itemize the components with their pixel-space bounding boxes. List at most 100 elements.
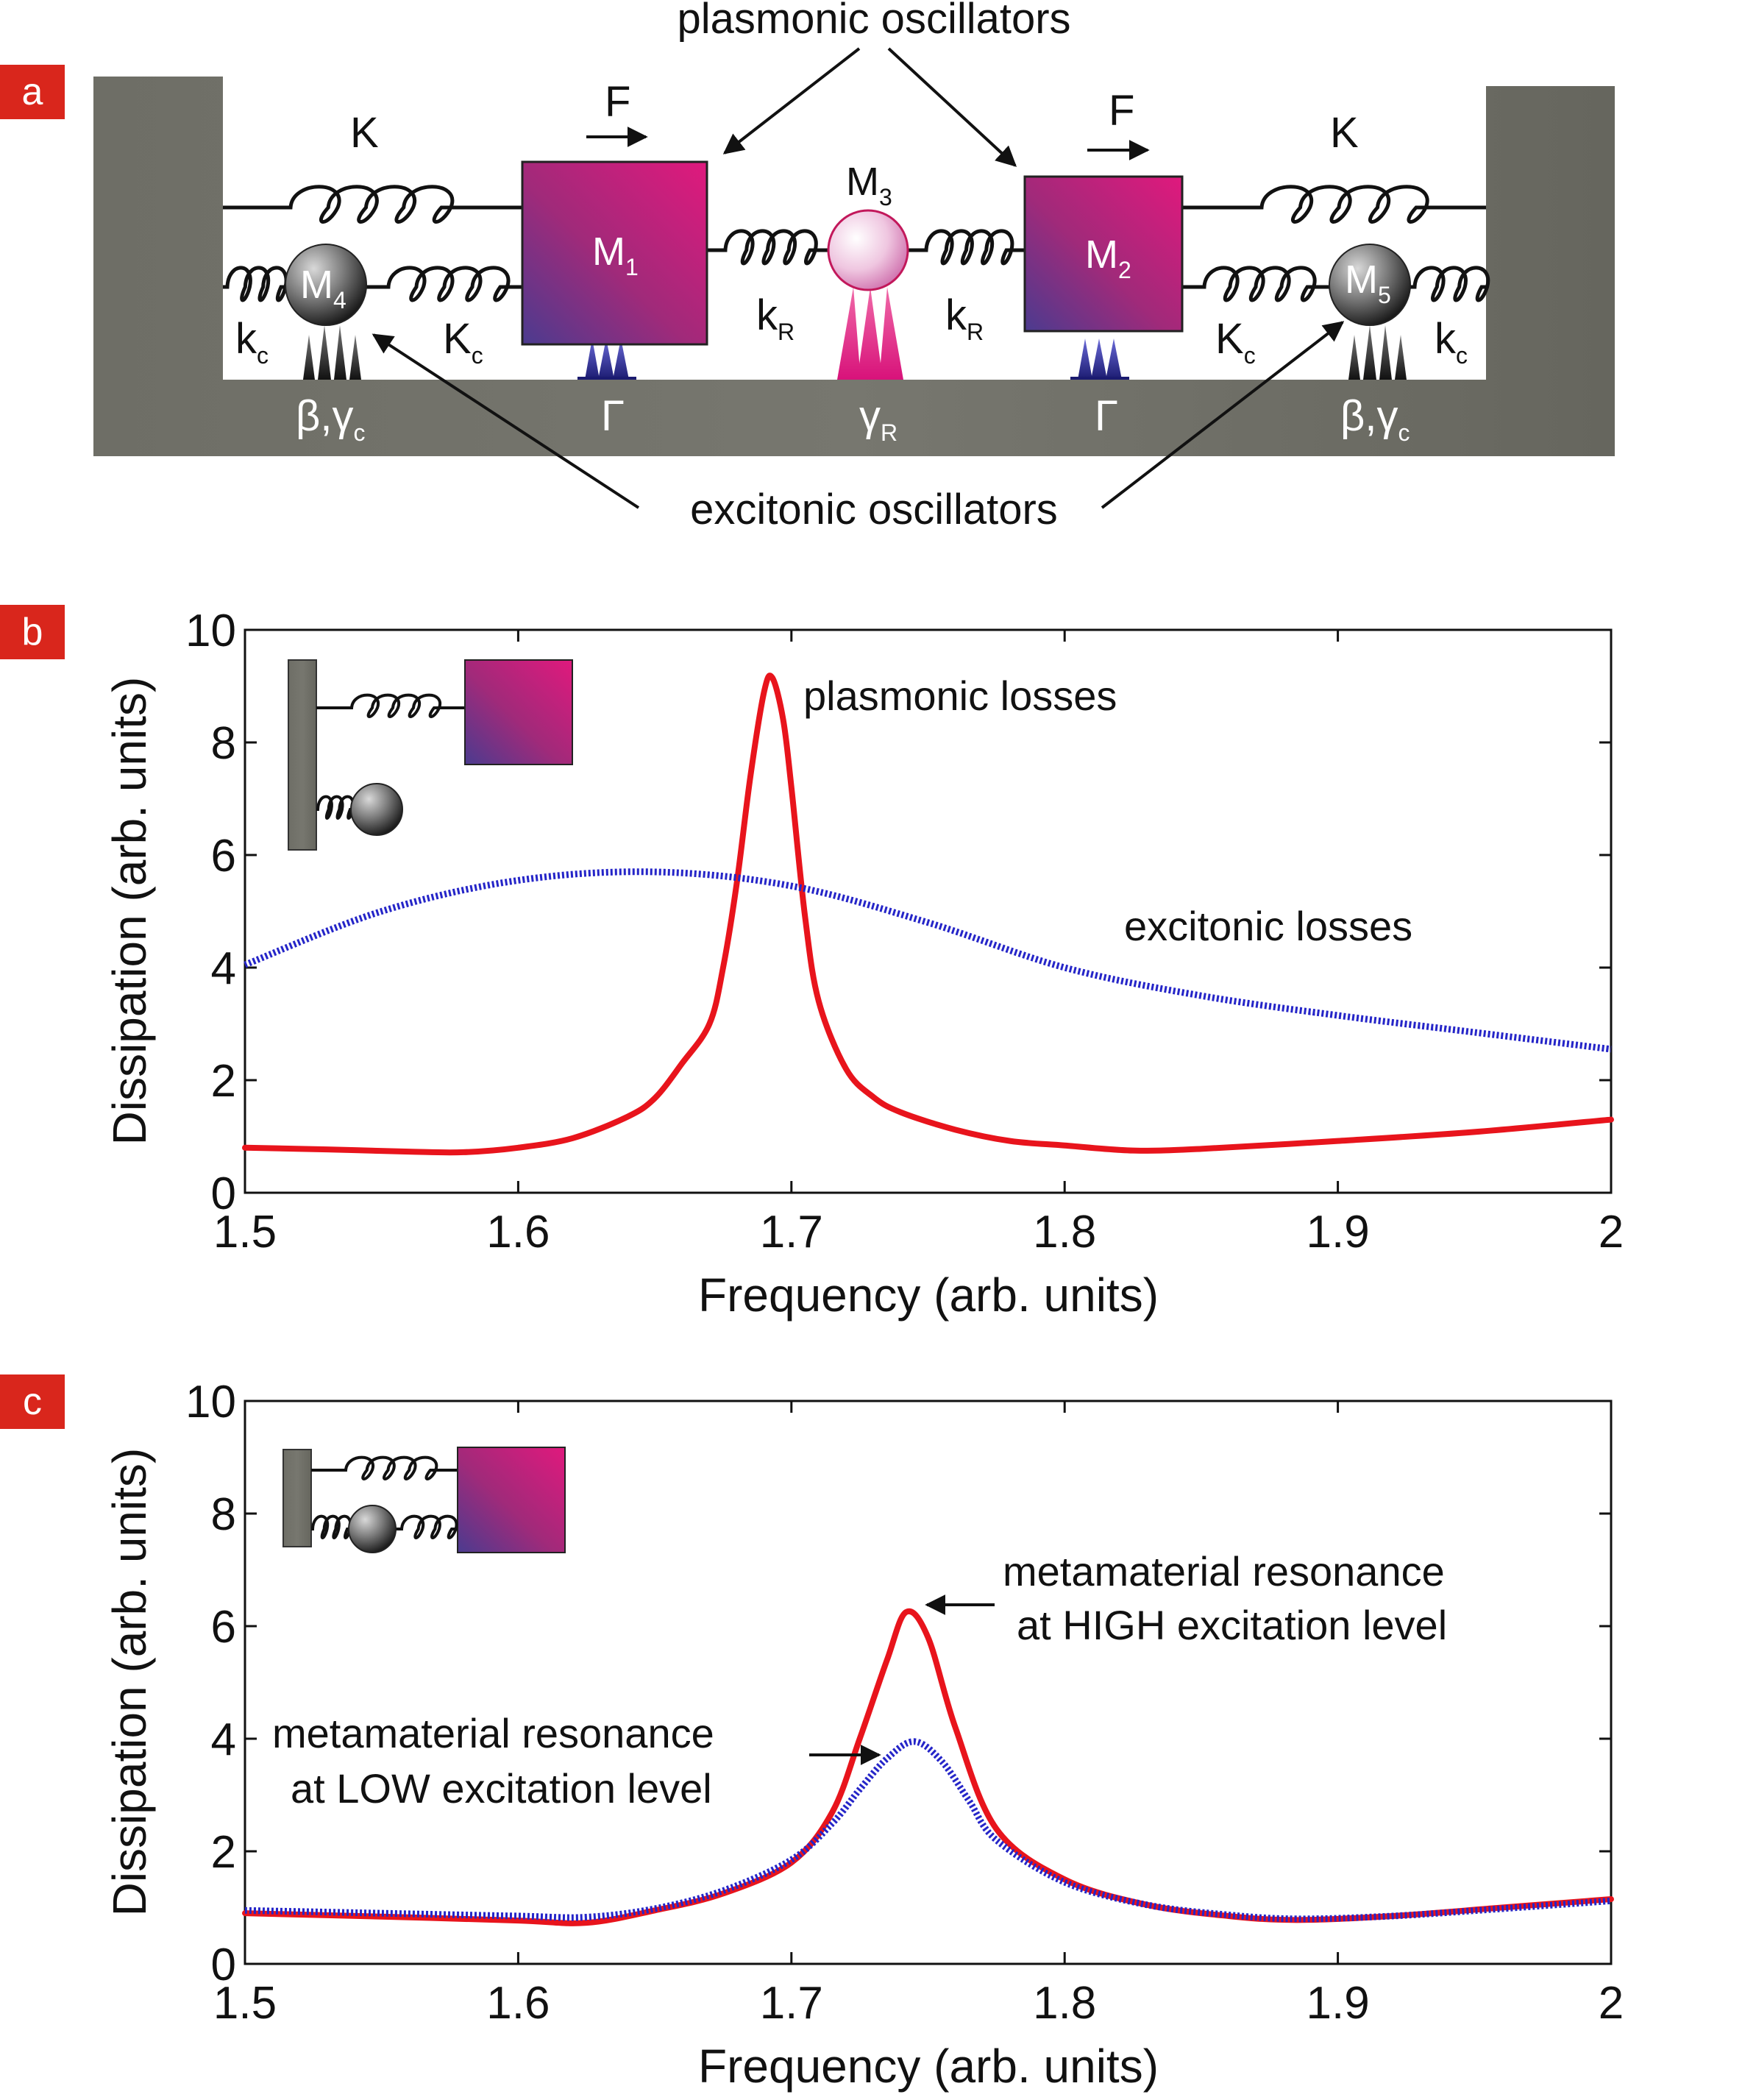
label-damp-m4: β,γc [296,392,365,446]
inset-b-mass [464,659,573,765]
plot-b-xtick-label: 1.5 [213,1207,277,1257]
plot-b-ticks: 1.5 1.6 1.7 1.8 1.9 2 0 2 4 6 8 10 [185,606,1624,1257]
force-label-m1: F [605,78,630,126]
plot-c-xtick-label: 1.5 [213,1978,277,2029]
plot-b-series-solid-0 [242,673,1614,1156]
label-damp-m3: γR [859,392,897,446]
forces: F F [605,78,1134,135]
plot-b-ytick-label: 4 [211,943,236,994]
mass-m2 [1023,175,1184,333]
inset-c-spring-top [311,1455,458,1480]
m2-label: M2 [1085,233,1131,283]
plot-b-inset [288,659,573,851]
label-kc-right: kc [1435,315,1468,369]
label-kR-left: kR [756,291,795,345]
plot-c-annot-low-1: metamaterial resonance [272,1710,714,1756]
inset-c-spring-bottom-right [396,1514,458,1539]
force-label-m2: F [1109,87,1134,135]
inset-c-ball [348,1505,397,1553]
plot-c-ytick-label: 4 [211,1714,236,1765]
plot-b-xtick-label: 1.8 [1033,1207,1096,1257]
plot-c-ytick-label: 8 [211,1489,236,1540]
plot-b-ytick-label: 10 [185,606,236,656]
label-damp-m5: β,γc [1340,392,1410,446]
m1-label: M1 [592,230,639,280]
plot-c-series-dotted-1 [244,1738,1612,1923]
mass-m4 [285,244,367,326]
plot-b-annot-plasmonic: plasmonic losses [803,673,1117,719]
plot-b-xtick-label: 1.9 [1306,1207,1369,1257]
arrow-to-m2 [887,47,1017,167]
label-excitonic-oscillators: excitonic oscillators [690,486,1058,533]
label-K-left: K [350,109,379,157]
arrow-to-m1 [722,47,861,155]
plot-b-series [242,673,1614,1156]
plot-b-frame [244,628,1613,1194]
label-plasmonic-oscillators: plasmonic oscillators [677,0,1070,43]
plot-c-series [242,1608,1614,1926]
mass-labels: M1 M2 M4 M5 [300,230,1391,313]
label-Kc-left: Kc [443,315,483,369]
m5-label: M5 [1345,258,1391,308]
plot-b-ytick-label: 0 [211,1168,236,1219]
label-damp-m1: Γ [601,392,625,440]
spring-Kc-left-inner [366,266,522,302]
damper-m3 [837,287,903,380]
inset-b-spring-bottom [316,795,355,820]
plot-c-ylabel: Dissipation (arb. units) [103,1448,156,1917]
spring-kc-right-outer [1410,266,1490,302]
spring-Kc-right-inner [1182,266,1329,302]
plot-c-xtick-label: 1.6 [486,1978,550,2029]
panel-b-tag: b [22,611,43,653]
mass-m1 [521,160,708,346]
damper-m2 [1070,338,1129,380]
label-kR-right: kR [945,291,984,345]
damper-labels: β,γc Γ γR Γ β,γc [296,392,1410,446]
damper-m4 [303,325,361,380]
spring-kR-left [707,229,828,266]
plot-c-xtick-label: 1.7 [760,1978,823,2029]
m3-label: M3 [846,160,892,210]
arrow-to-m5 [1101,321,1345,509]
mass-m5 [1329,244,1411,326]
plot-b-xtick-label: 1.7 [760,1207,823,1257]
plot-c-annot-low-2: at LOW excitation level [291,1765,712,1812]
substrate-wall [93,77,1615,456]
panel-a-tag-box [0,65,65,119]
plot-c-series-solid-0 [242,1608,1614,1926]
damper-m5 [1348,325,1407,380]
plot-b-series-dotted-1 [244,868,1612,1053]
inset-c-mass [457,1447,566,1553]
inset-c-spring-bottom-left [311,1514,352,1539]
plot-c-annot-high-2: at HIGH excitation level [1017,1602,1447,1648]
plot-b-ytick-label: 2 [211,1056,236,1107]
plot-c-xtick-label: 2 [1599,1978,1624,2029]
spring-kR-right [908,229,1025,266]
plot-c-ytick-label: 2 [211,1827,236,1878]
label-Kc-right: Kc [1215,315,1256,369]
mass-m3 [827,209,909,291]
plot-b-xtick-label: 1.6 [486,1207,550,1257]
plot-c-ticks: 1.5 1.6 1.7 1.8 1.9 2 0 2 4 6 8 10 [185,1377,1624,2029]
plot-b-ytick-label: 8 [211,718,236,769]
plot-b-ylabel: Dissipation (arb. units) [103,677,156,1146]
label-damp-m2: Γ [1095,392,1118,440]
inset-b-spring-top [316,693,465,718]
panel-c-tag: c [23,1380,42,1423]
inset-b-ball [350,783,403,836]
panel-a: a [0,0,1615,533]
panel-c: c 1.5 1.6 1.7 1.8 1.9 2 0 2 4 6 8 10 metamaterial r… [0,1374,1624,2093]
spring-k-left [223,185,522,224]
plot-c-xtick-label: 1.9 [1306,1978,1369,2029]
plot-c-annot-high-1: metamaterial resonance [1003,1548,1445,1594]
spring-k-right [1182,185,1486,224]
plot-b-ytick-label: 6 [211,831,236,881]
arrow-to-m4 [372,333,640,509]
plot-c-xtick-label: 1.8 [1033,1978,1096,2029]
panel-c-tag-box [0,1374,65,1429]
m4-label: M4 [300,263,346,313]
label-kc-left: kc [235,315,269,369]
plot-c-frame [244,1400,1613,1965]
inset-b-wall [288,659,317,851]
